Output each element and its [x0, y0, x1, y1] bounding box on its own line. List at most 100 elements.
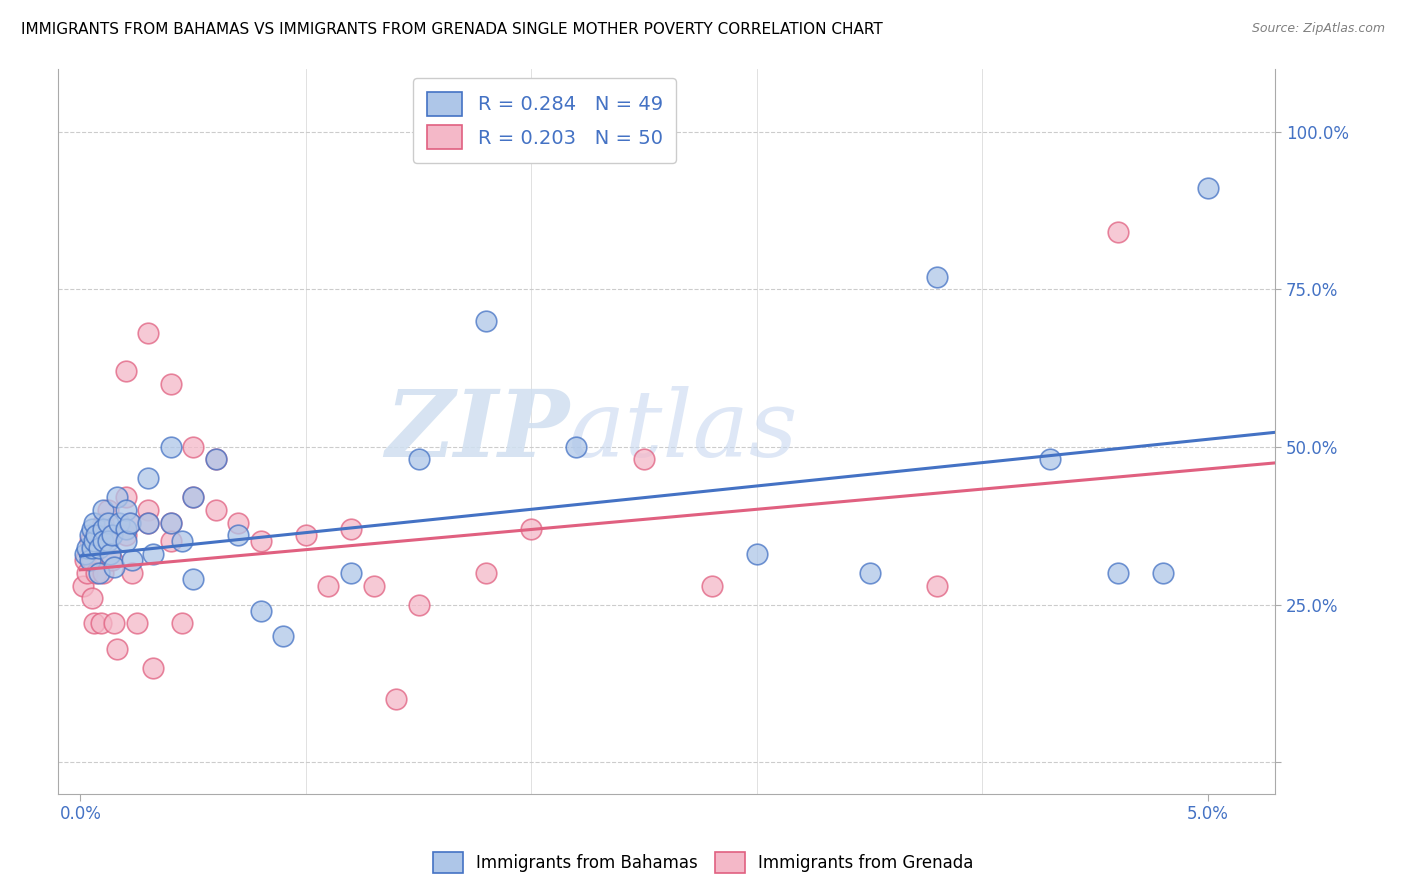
Point	[159, 534, 181, 549]
Point	[76, 541, 98, 555]
Point	[745, 547, 768, 561]
Point	[98, 547, 121, 561]
Text: Source: ZipAtlas.com: Source: ZipAtlas.com	[1251, 22, 1385, 36]
Point	[80, 553, 103, 567]
Point	[181, 440, 204, 454]
Point	[295, 528, 318, 542]
Point	[114, 534, 136, 549]
Point	[121, 566, 143, 580]
Point	[80, 541, 103, 555]
Point	[170, 616, 193, 631]
Point	[91, 503, 114, 517]
Point	[91, 516, 114, 530]
Point	[408, 598, 430, 612]
Point	[520, 522, 543, 536]
Point	[858, 566, 880, 580]
Point	[114, 491, 136, 505]
Point	[318, 578, 340, 592]
Point	[700, 578, 723, 592]
Point	[226, 516, 249, 530]
Point	[105, 641, 128, 656]
Point	[120, 516, 142, 530]
Point	[103, 616, 125, 631]
Point	[475, 566, 498, 580]
Point	[565, 440, 588, 454]
Point	[73, 547, 96, 561]
Point	[363, 578, 385, 592]
Text: ZIP: ZIP	[385, 386, 569, 476]
Point	[84, 566, 107, 580]
Point	[114, 528, 136, 542]
Point	[72, 578, 94, 592]
Point	[103, 559, 125, 574]
Point	[181, 491, 204, 505]
Point	[87, 534, 110, 549]
Point	[83, 534, 105, 549]
Point	[79, 553, 101, 567]
Legend: R = 0.284   N = 49, R = 0.203   N = 50: R = 0.284 N = 49, R = 0.203 N = 50	[413, 78, 676, 162]
Point	[136, 326, 159, 341]
Point	[181, 572, 204, 586]
Point	[1107, 226, 1129, 240]
Point	[79, 528, 101, 542]
Point	[226, 528, 249, 542]
Point	[273, 629, 295, 643]
Point	[1039, 452, 1062, 467]
Point	[83, 616, 105, 631]
Point	[136, 503, 159, 517]
Point	[101, 528, 124, 542]
Point	[76, 566, 98, 580]
Point	[927, 269, 949, 284]
Text: atlas: atlas	[569, 386, 799, 476]
Point	[159, 440, 181, 454]
Point	[159, 376, 181, 391]
Point	[1107, 566, 1129, 580]
Point	[79, 534, 101, 549]
Point	[87, 566, 110, 580]
Point	[1152, 566, 1174, 580]
Point	[142, 547, 165, 561]
Point	[136, 516, 159, 530]
Point	[408, 452, 430, 467]
Point	[250, 534, 273, 549]
Point	[181, 491, 204, 505]
Point	[114, 522, 136, 536]
Point	[385, 692, 408, 706]
Point	[204, 452, 226, 467]
Point	[96, 516, 118, 530]
Point	[90, 616, 112, 631]
Point	[340, 522, 363, 536]
Legend: Immigrants from Bahamas, Immigrants from Grenada: Immigrants from Bahamas, Immigrants from…	[426, 846, 980, 880]
Point	[136, 516, 159, 530]
Point	[98, 528, 121, 542]
Point	[84, 528, 107, 542]
Point	[340, 566, 363, 580]
Point	[87, 541, 110, 555]
Point	[96, 534, 118, 549]
Text: IMMIGRANTS FROM BAHAMAS VS IMMIGRANTS FROM GRENADA SINGLE MOTHER POVERTY CORRELA: IMMIGRANTS FROM BAHAMAS VS IMMIGRANTS FR…	[21, 22, 883, 37]
Point	[170, 534, 193, 549]
Point	[91, 534, 114, 549]
Point	[105, 491, 128, 505]
Point	[120, 516, 142, 530]
Point	[125, 616, 148, 631]
Point	[159, 516, 181, 530]
Point	[108, 516, 131, 530]
Point	[96, 503, 118, 517]
Point	[80, 591, 103, 606]
Point	[83, 516, 105, 530]
Point	[204, 452, 226, 467]
Point	[91, 566, 114, 580]
Point	[121, 553, 143, 567]
Point	[633, 452, 655, 467]
Point	[142, 660, 165, 674]
Point	[91, 522, 114, 536]
Point	[250, 604, 273, 618]
Point	[927, 578, 949, 592]
Point	[73, 553, 96, 567]
Point	[475, 314, 498, 328]
Point	[159, 516, 181, 530]
Point	[91, 534, 114, 549]
Point	[136, 471, 159, 485]
Point	[114, 364, 136, 378]
